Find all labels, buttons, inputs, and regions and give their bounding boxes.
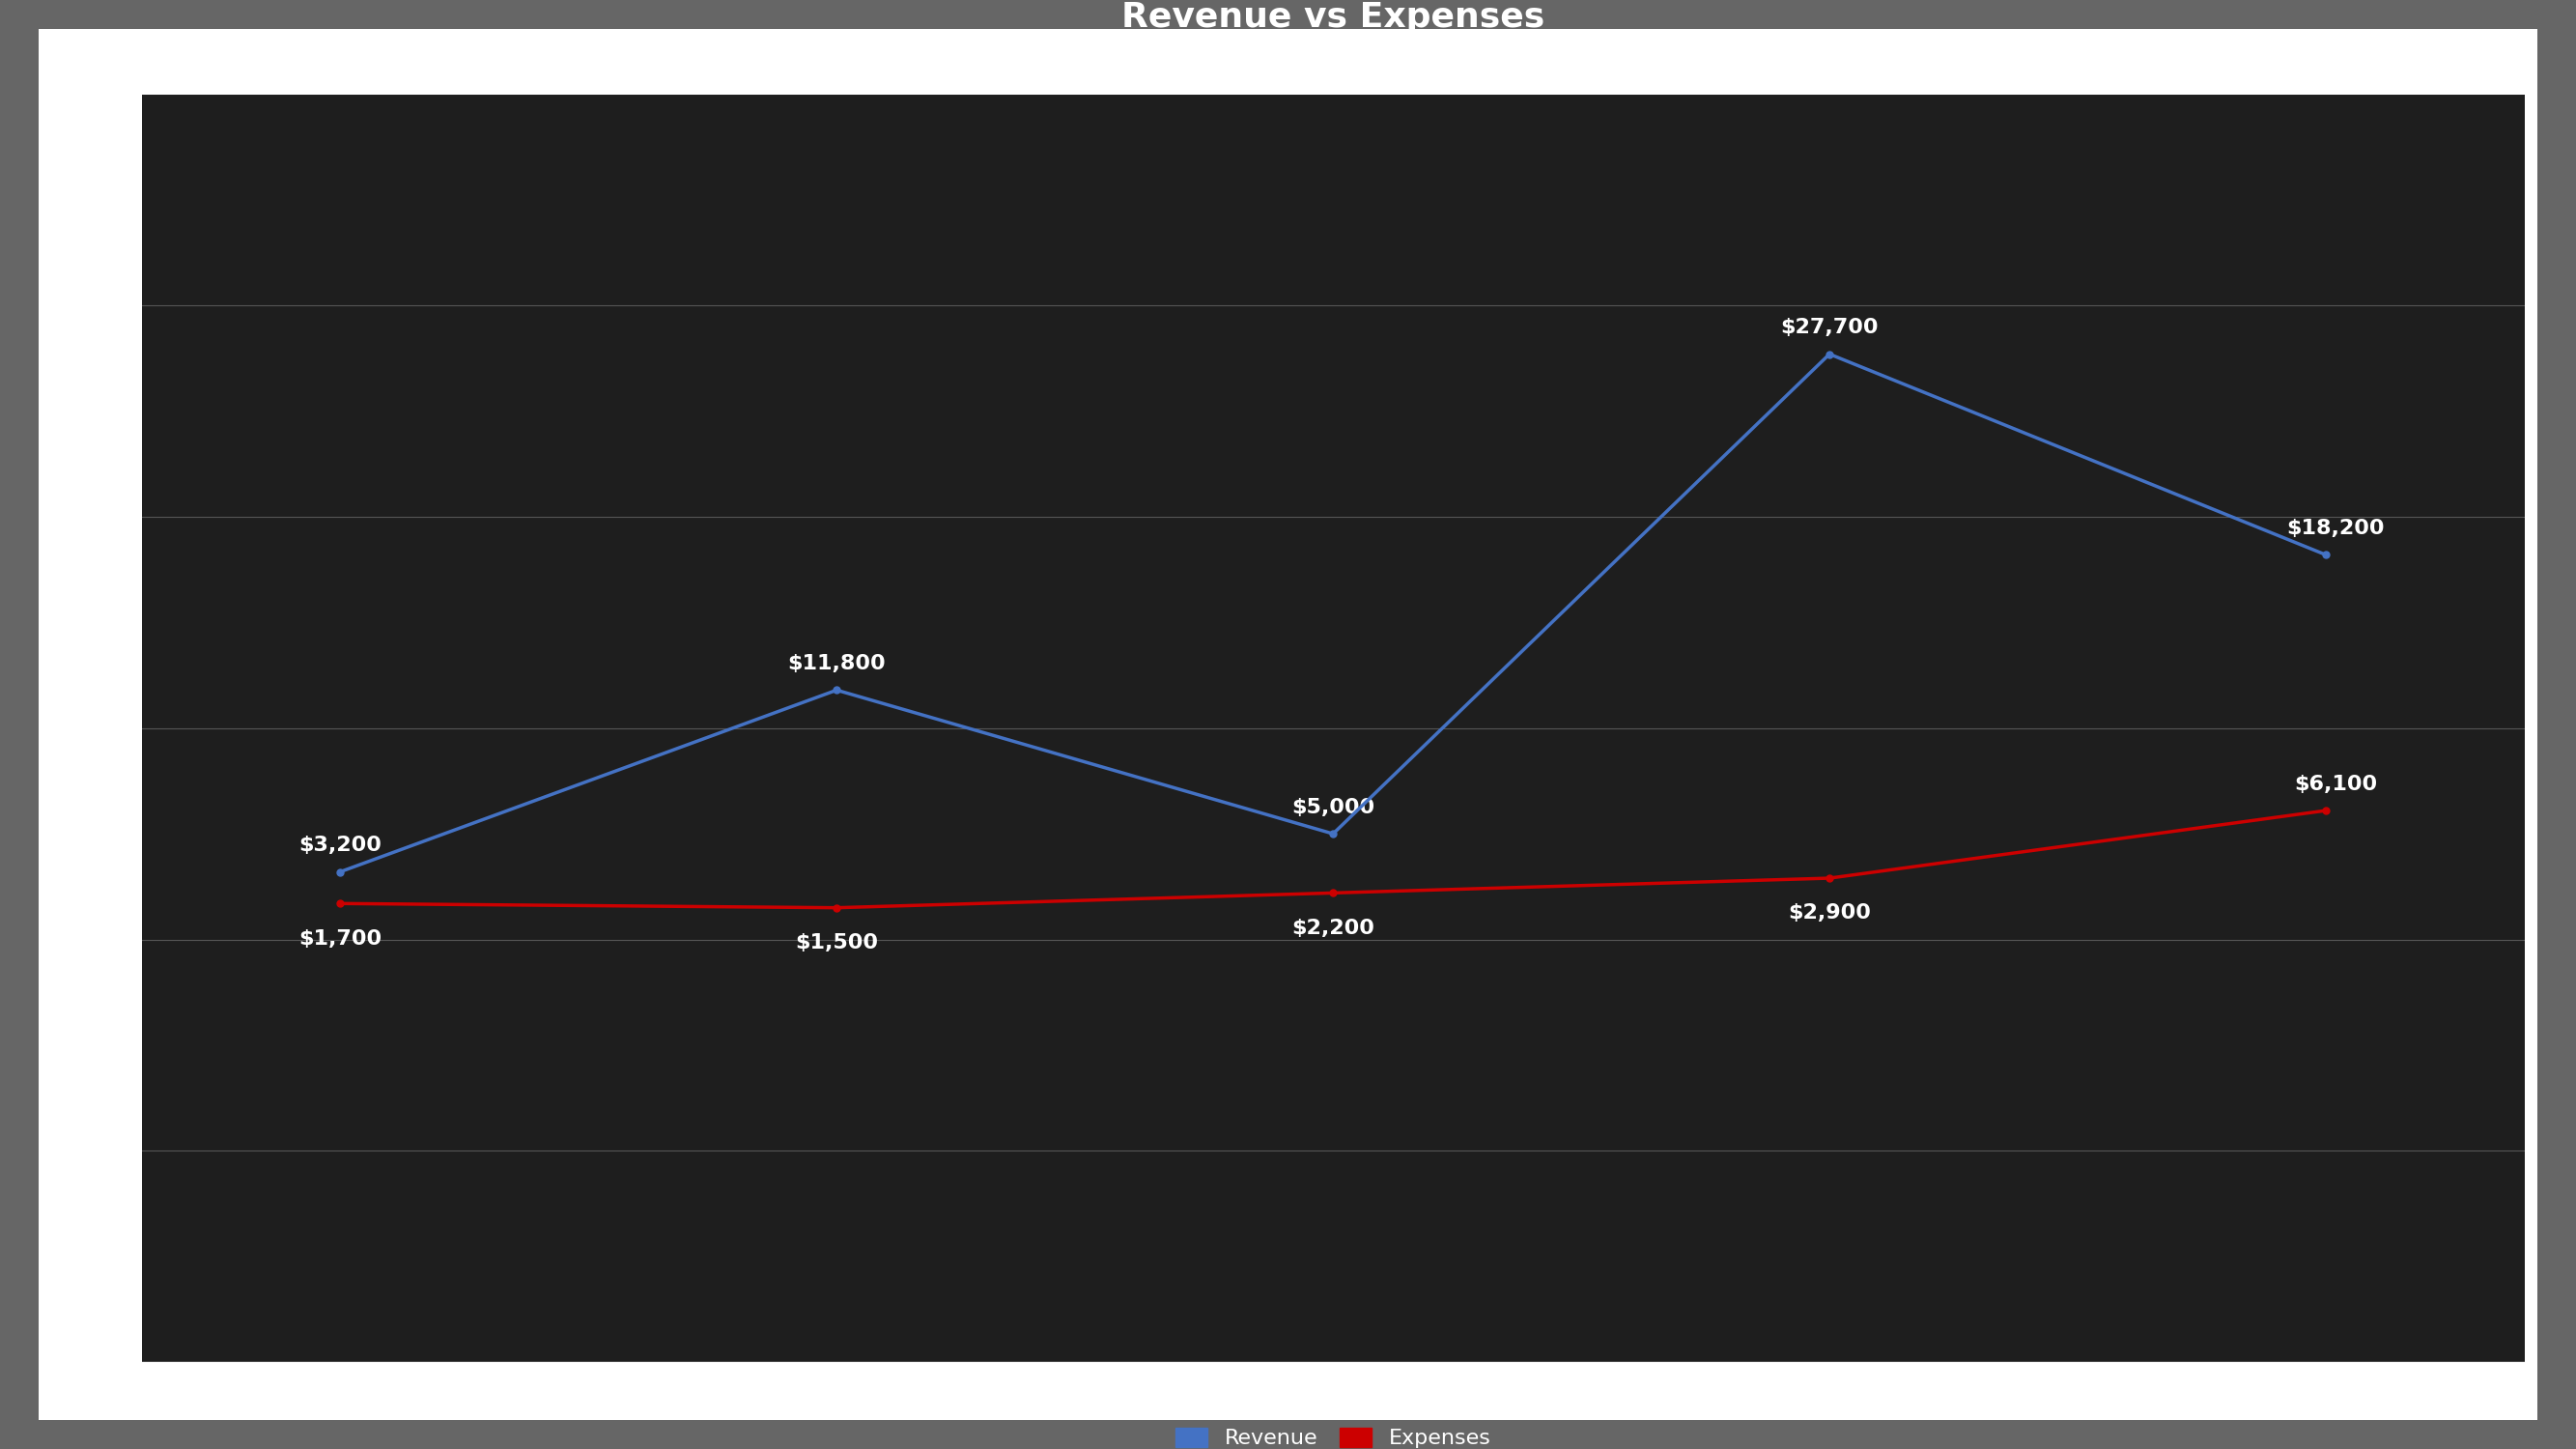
- Text: $2,900: $2,900: [1788, 904, 1870, 923]
- Text: $2,200: $2,200: [1291, 919, 1376, 938]
- Text: $1,500: $1,500: [796, 933, 878, 952]
- Title: Revenue vs Expenses
2019-2024: Revenue vs Expenses 2019-2024: [1121, 0, 1546, 77]
- Text: $27,700: $27,700: [1780, 317, 1878, 338]
- Text: $6,100: $6,100: [2295, 774, 2378, 794]
- Text: $11,800: $11,800: [788, 653, 886, 674]
- Text: $18,200: $18,200: [2287, 519, 2385, 538]
- Text: $3,200: $3,200: [299, 836, 381, 855]
- Legend: Revenue, Expenses: Revenue, Expenses: [1164, 1417, 1502, 1449]
- Text: $1,700: $1,700: [299, 929, 381, 948]
- Text: $5,000: $5,000: [1291, 797, 1376, 817]
